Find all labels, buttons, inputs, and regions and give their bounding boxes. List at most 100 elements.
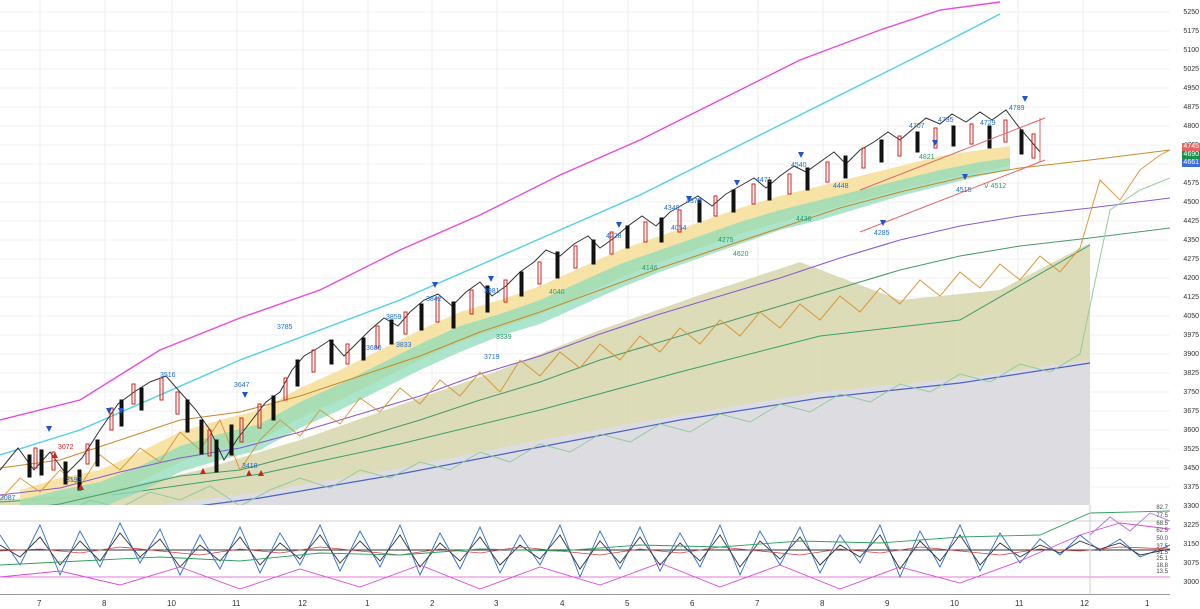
price-label: 4349 (664, 205, 680, 212)
band-gray (0, 360, 1090, 520)
sell-arrow-icon (1022, 96, 1028, 102)
price-label: 3680 (366, 345, 382, 352)
y-tick: 4950 (1183, 85, 1199, 92)
sell-arrow-icon (488, 276, 494, 282)
sell-arrow-icon (880, 220, 886, 226)
sell-arrow-icon (118, 408, 124, 414)
last-price-tag-blue: 4661 (1182, 159, 1200, 167)
series-lightgreen (0, 177, 1170, 521)
y-tick: 3375 (1183, 484, 1199, 491)
y-tick: 3750 (1183, 389, 1199, 396)
series-orange (0, 149, 1170, 501)
sell-arrow-icon (616, 222, 622, 228)
oscillator-value: 18.8 (1156, 563, 1168, 569)
y-tick: 3225 (1183, 522, 1199, 529)
y-tick: 5175 (1183, 28, 1199, 35)
price-label: 3193 (66, 477, 82, 484)
price-label: 4821 (919, 154, 935, 161)
price-label: 3981 (484, 288, 500, 295)
price-label: 3785 (277, 324, 293, 331)
y-axis-right[interactable]: 5250 5175 5100 5025 4950 4875 4800 4725 … (1170, 0, 1200, 609)
ma-orange-upper (0, 149, 1170, 469)
oscillator-value: 37.5 (1156, 544, 1168, 550)
y-tick: 4500 (1183, 199, 1199, 206)
y-tick: 3000 (1183, 579, 1199, 586)
price-label: 4448 (833, 183, 849, 190)
sell-arrow-icon (46, 426, 52, 432)
price-label: 4146 (642, 265, 658, 272)
y-tick: 4425 (1183, 218, 1199, 225)
x-tick: 1 (365, 599, 370, 608)
cloud-green (20, 158, 1010, 526)
x-tick: 6 (690, 599, 695, 608)
y-tick: 3525 (1183, 446, 1199, 453)
price-label: 4620 (733, 251, 749, 258)
last-price-tag-red: 4745 (1182, 143, 1200, 151)
x-tick: 9 (885, 599, 890, 608)
buy-arrow-icon (258, 470, 264, 476)
oscillator-value: 25.1 (1156, 556, 1168, 562)
price-label: 4707 (909, 123, 925, 130)
oscillator-value: 82.7 (1156, 505, 1168, 511)
y-tick: 3825 (1183, 370, 1199, 377)
oscillator-value: 50.0 (1156, 536, 1168, 542)
price-label: 4275 (718, 237, 734, 244)
price-label: 4735 (938, 117, 954, 124)
y-tick: 4575 (1183, 180, 1199, 187)
x-tick: 7 (37, 599, 42, 608)
y-tick: 4050 (1183, 313, 1199, 320)
sell-arrow-icon (734, 180, 740, 186)
y-tick: 3675 (1183, 408, 1199, 415)
candlestick-series (27, 119, 1036, 491)
price-label: 4040 (549, 289, 565, 296)
x-tick: 12 (298, 599, 307, 608)
price-label: 3087 (0, 495, 16, 502)
price-chart-panel[interactable]: 3072 3193 3087 3516 3647 3418 3680 3785 … (0, 0, 1170, 609)
ma-green (0, 227, 1170, 513)
x-tick: 4 (560, 599, 565, 608)
y-tick: 4875 (1183, 104, 1199, 111)
price-label: 3647 (234, 382, 250, 389)
sell-arrow-icon (106, 408, 112, 414)
x-tick: 2 (430, 599, 435, 608)
price-label: 4540 (791, 162, 807, 169)
x-tick: 1 (1145, 599, 1150, 608)
oscillator-panel[interactable]: 82.7 77.5 68.5 62.5 50.0 37.5 31.5 25.1 … (0, 505, 1170, 595)
price-label: 3516 (160, 372, 176, 379)
y-tick: 3600 (1183, 427, 1199, 434)
price-label: 4471 (756, 177, 772, 184)
x-tick: 3 (494, 599, 499, 608)
price-label: 4729 (980, 120, 996, 127)
sell-arrow-icon (686, 196, 692, 202)
price-label: 3072 (58, 444, 74, 451)
oscillator-value: 13.5 (1156, 569, 1168, 575)
y-tick: 4200 (1183, 275, 1199, 282)
sell-arrow-icon (932, 140, 938, 146)
ma-magenta (0, 1, 1001, 421)
price-label: 4515 (956, 187, 972, 194)
price-label: 3859 (386, 314, 402, 321)
oscillator-value: 31.5 (1156, 550, 1168, 556)
x-tick: 5 (625, 599, 630, 608)
x-tick: 7 (755, 599, 760, 608)
price-label: 3719 (484, 354, 500, 361)
price-label: 3339 (496, 334, 512, 341)
sell-arrow-icon (242, 392, 248, 398)
y-tick: 4275 (1183, 256, 1199, 263)
x-tick: 10 (167, 599, 176, 608)
y-tick: 4800 (1183, 123, 1199, 130)
x-axis: 7 8 10 11 12 1 2 3 4 5 6 7 8 9 10 11 12 … (0, 594, 1170, 609)
oscillator-value: 62.5 (1156, 528, 1168, 534)
y-tick: 5250 (1183, 9, 1199, 16)
price-label: 3418 (242, 463, 258, 470)
y-tick: 5100 (1183, 47, 1199, 54)
sell-arrow-icon (432, 282, 438, 288)
sell-arrow-icon (798, 152, 804, 158)
last-price-tag-green: 4690 (1182, 151, 1200, 159)
price-label: 4054 (671, 225, 687, 232)
price-chart-svg (0, 0, 1170, 531)
x-tick: 11 (1015, 599, 1024, 608)
sell-arrow-icon (962, 174, 968, 180)
price-label: 4228 (606, 233, 622, 240)
buy-arrow-icon (78, 484, 84, 490)
